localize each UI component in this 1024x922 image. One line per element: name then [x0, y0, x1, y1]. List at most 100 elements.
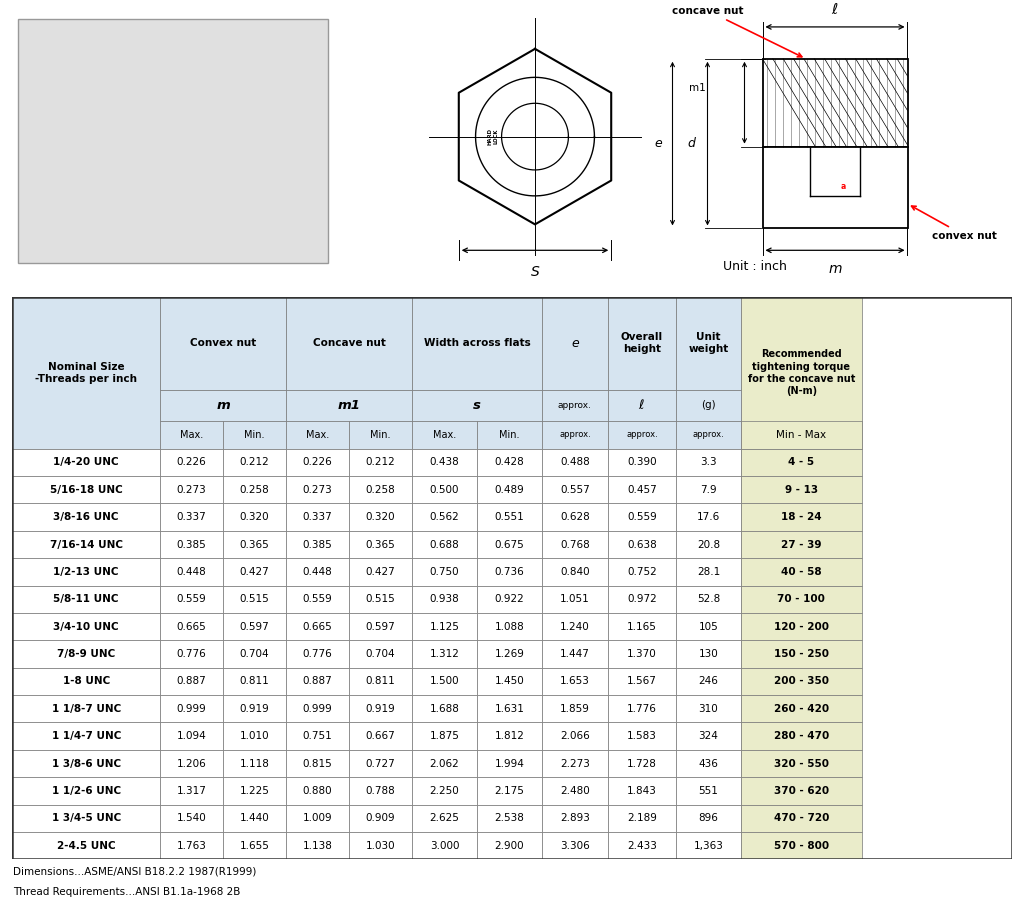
Bar — [477, 613, 542, 641]
Bar — [741, 297, 862, 449]
Text: 120 - 200: 120 - 200 — [774, 621, 828, 632]
Bar — [286, 613, 349, 641]
Bar — [676, 531, 741, 558]
Text: 1.843: 1.843 — [627, 786, 656, 796]
Bar — [160, 558, 223, 585]
Bar — [223, 613, 286, 641]
Text: 0.273: 0.273 — [177, 485, 207, 495]
Bar — [160, 585, 223, 613]
Bar — [676, 420, 741, 449]
Bar — [286, 297, 412, 390]
Text: a: a — [841, 182, 846, 191]
Text: 1.370: 1.370 — [627, 649, 656, 659]
Bar — [160, 668, 223, 695]
Bar — [12, 641, 160, 668]
Bar — [223, 723, 286, 750]
Text: 0.488: 0.488 — [560, 457, 590, 467]
Bar — [542, 723, 608, 750]
Text: 0.337: 0.337 — [303, 512, 333, 522]
Text: 1.269: 1.269 — [495, 649, 524, 659]
Text: e: e — [654, 137, 663, 150]
Bar — [542, 668, 608, 695]
Text: 0.428: 0.428 — [495, 457, 524, 467]
Text: 1.447: 1.447 — [560, 649, 590, 659]
Text: 0.736: 0.736 — [495, 567, 524, 577]
Bar — [741, 777, 862, 805]
Bar — [286, 832, 349, 859]
Bar — [608, 476, 676, 503]
Text: 1 1/2-6 UNC: 1 1/2-6 UNC — [51, 786, 121, 796]
Text: 1.094: 1.094 — [177, 731, 207, 741]
Text: 0.752: 0.752 — [627, 567, 656, 577]
Text: 0.258: 0.258 — [240, 485, 269, 495]
Text: 0.704: 0.704 — [366, 649, 395, 659]
Text: 0.557: 0.557 — [560, 485, 590, 495]
Text: 1/2-13 UNC: 1/2-13 UNC — [53, 567, 119, 577]
Text: 1.631: 1.631 — [495, 703, 524, 714]
Text: 0.385: 0.385 — [303, 539, 333, 550]
Bar — [542, 558, 608, 585]
Text: Nominal Size
-Threads per inch: Nominal Size -Threads per inch — [35, 361, 137, 384]
Bar — [286, 695, 349, 723]
Text: 0.365: 0.365 — [366, 539, 395, 550]
Text: Unit : inch: Unit : inch — [723, 260, 786, 273]
Bar — [12, 777, 160, 805]
Bar — [608, 420, 676, 449]
Bar — [349, 695, 412, 723]
Bar — [12, 805, 160, 832]
Bar — [676, 449, 741, 476]
Bar — [741, 476, 862, 503]
Bar — [676, 613, 741, 641]
Text: 0.750: 0.750 — [430, 567, 460, 577]
Bar — [412, 585, 477, 613]
Text: 3/4-10 UNC: 3/4-10 UNC — [53, 621, 119, 632]
Bar — [160, 750, 223, 777]
Text: 1.051: 1.051 — [560, 595, 590, 604]
Text: 0.704: 0.704 — [240, 649, 269, 659]
Bar — [286, 777, 349, 805]
Bar — [12, 476, 160, 503]
Text: Max.: Max. — [433, 430, 456, 440]
Bar — [160, 449, 223, 476]
Bar — [763, 147, 907, 229]
Bar — [741, 805, 862, 832]
Text: 0.675: 0.675 — [495, 539, 524, 550]
Bar — [412, 476, 477, 503]
Bar — [349, 723, 412, 750]
Bar — [676, 832, 741, 859]
Bar — [286, 668, 349, 695]
Bar — [741, 503, 862, 531]
Bar — [676, 585, 741, 613]
Text: 1.653: 1.653 — [560, 677, 590, 686]
Text: 2.189: 2.189 — [627, 813, 656, 823]
Bar — [349, 832, 412, 859]
Text: 0.938: 0.938 — [430, 595, 460, 604]
Text: 0.776: 0.776 — [177, 649, 207, 659]
Bar — [608, 805, 676, 832]
Bar — [412, 390, 542, 420]
Text: 0.751: 0.751 — [303, 731, 333, 741]
Text: 0.667: 0.667 — [366, 731, 395, 741]
Bar — [286, 531, 349, 558]
Bar — [412, 805, 477, 832]
Bar — [349, 476, 412, 503]
Text: 0.559: 0.559 — [177, 595, 207, 604]
Text: 1.567: 1.567 — [627, 677, 656, 686]
Text: 0.776: 0.776 — [303, 649, 333, 659]
Text: 280 - 470: 280 - 470 — [774, 731, 829, 741]
Bar — [412, 777, 477, 805]
Text: 0.811: 0.811 — [366, 677, 395, 686]
Bar — [160, 613, 223, 641]
Text: 1.540: 1.540 — [177, 813, 207, 823]
Text: 470 - 720: 470 - 720 — [774, 813, 829, 823]
Bar — [542, 449, 608, 476]
Text: 1.009: 1.009 — [303, 813, 333, 823]
Bar — [741, 420, 862, 449]
Text: 28.1: 28.1 — [696, 567, 720, 577]
Bar — [349, 750, 412, 777]
Text: 1.240: 1.240 — [560, 621, 590, 632]
Text: 0.562: 0.562 — [430, 512, 460, 522]
Text: 0.811: 0.811 — [240, 677, 269, 686]
Text: 130: 130 — [698, 649, 718, 659]
Bar — [477, 531, 542, 558]
